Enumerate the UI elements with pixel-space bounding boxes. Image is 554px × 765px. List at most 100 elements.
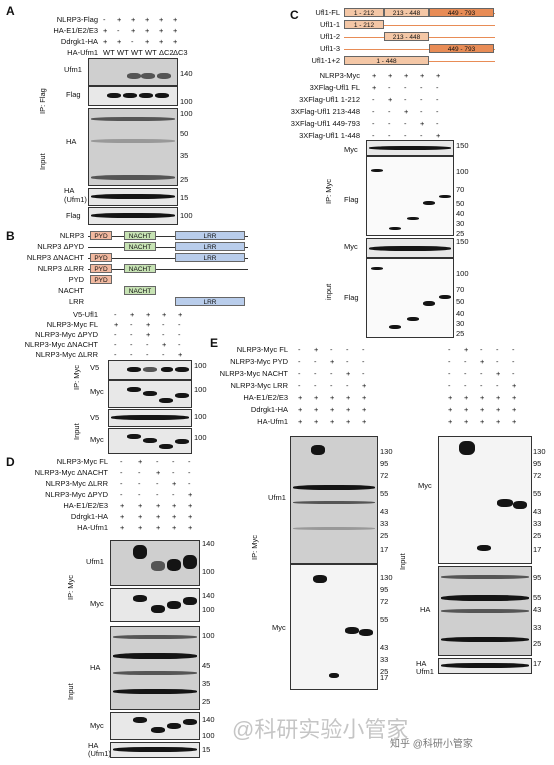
e-sign: -	[496, 345, 499, 354]
c-sign: -	[372, 119, 375, 128]
e-sign: +	[448, 417, 453, 426]
band	[127, 367, 141, 372]
c-sign: +	[420, 71, 425, 80]
d-row-label: HA-E1/E2/E3	[63, 501, 108, 510]
b-blot-v5-ip	[108, 360, 192, 380]
e-sign: +	[330, 405, 335, 414]
b-pyd-box: PYD	[90, 264, 112, 273]
c-sign: -	[420, 107, 423, 116]
a-blot-label-ha: HA	[66, 137, 77, 146]
d-blot-myc-ip	[110, 588, 200, 622]
c-segment: 1 - 212	[344, 20, 384, 29]
band	[157, 73, 171, 79]
d-blot-ha-ufm1	[110, 742, 200, 758]
c-segment: 1 - 448	[344, 56, 429, 65]
b-sign: +	[114, 320, 119, 329]
band	[139, 93, 153, 98]
a-sign: -	[103, 15, 106, 24]
c-sign: +	[436, 71, 441, 80]
b-sign: -	[178, 340, 181, 349]
e-mw-right-label: 55	[533, 593, 542, 602]
panel-e-input-label: Input	[398, 553, 407, 570]
e-sign: +	[314, 345, 319, 354]
e-row-label: NLRP3-Myc PYD	[230, 357, 288, 366]
c-segment: 1 - 212	[344, 8, 384, 17]
d-mw-label: 100	[202, 631, 215, 640]
band	[161, 367, 173, 372]
a-mw-100b: 100	[180, 109, 193, 118]
e-sign: +	[448, 405, 453, 414]
band	[389, 325, 401, 329]
d-mw-label: 140	[202, 715, 215, 724]
c-row-nlrp3-myc: NLRP3-Myc	[319, 71, 360, 80]
band	[151, 727, 165, 733]
e-sign: -	[362, 357, 365, 366]
b-blot-label-v5: V5	[90, 363, 100, 372]
d-row-label: NLRP3-Myc FL	[56, 457, 108, 466]
band	[91, 175, 175, 180]
d-blot-ha	[110, 626, 200, 710]
b-domain-label: NLRP3 ΔLRR	[37, 264, 84, 273]
e-mw-left-label: 130	[380, 447, 393, 456]
d-sign: +	[188, 501, 193, 510]
band	[167, 559, 181, 571]
e-mw-right-label: 17	[533, 659, 542, 668]
c-row-449-793: 3XFlag-Ufl1 449-793	[290, 119, 360, 128]
band	[359, 629, 373, 636]
band	[113, 653, 197, 659]
b-nacht-box: NACHT	[124, 264, 156, 273]
b-sign: +	[146, 330, 151, 339]
panel-c-input-label: input	[324, 283, 333, 300]
b-sign: -	[130, 350, 133, 359]
c-blot-label-myc-input: Myc	[344, 242, 358, 251]
c-mw-label: 100	[456, 269, 469, 278]
c-sign: -	[372, 107, 375, 116]
c-mw-label: 100	[456, 167, 469, 176]
d-blot-label-myc: Myc	[90, 599, 104, 608]
band	[143, 438, 157, 443]
b-sign: -	[114, 330, 117, 339]
b-mw-100b: 100	[194, 385, 207, 394]
e-mw-right-label: 33	[533, 623, 542, 632]
d-sign: +	[120, 501, 125, 510]
c-sign: -	[420, 95, 423, 104]
band	[293, 485, 375, 490]
d-sign: +	[156, 501, 161, 510]
c-row-1-448: 3XFlag-Ufl1 1-448	[299, 131, 360, 140]
e-row-label: NLRP3-Myc NACHT	[219, 369, 288, 378]
band	[293, 501, 375, 504]
e-sign: -	[346, 381, 349, 390]
b-lrr-box: LRR	[175, 231, 245, 240]
e-sign: +	[480, 393, 485, 402]
c-blot-label-myc: Myc	[344, 145, 358, 154]
c-segment: 213 - 448	[384, 8, 429, 17]
e-mw-left-label: 43	[380, 643, 389, 652]
d-mw-label: 100	[202, 605, 215, 614]
b-blot-label-v5-input: V5	[90, 413, 100, 422]
e-mw-right-label: 72	[533, 471, 542, 480]
e-sign: -	[448, 357, 451, 366]
c-mw-label: 50	[456, 199, 465, 208]
band	[371, 169, 383, 172]
panel-c-label: C	[290, 8, 299, 22]
e-sign: +	[512, 381, 517, 390]
row-ha-e1e2e3: HA-E1/E2/E3	[53, 26, 98, 35]
d-sign: -	[172, 490, 175, 499]
a-mw-15: 15	[180, 193, 189, 202]
d-mw-label: 140	[202, 539, 215, 548]
band	[441, 609, 529, 613]
e-blot-label-myc: Myc	[272, 623, 286, 632]
a-sign: ΔC2	[159, 48, 174, 57]
e-mw-left-label: 95	[380, 585, 389, 594]
b-nacht-box: NACHT	[124, 286, 156, 295]
e-sign: +	[496, 369, 501, 378]
band	[127, 73, 141, 79]
b-blot-myc-input	[108, 428, 192, 454]
c-construct-label: Ufl1-3	[319, 44, 340, 53]
d-sign: -	[156, 457, 159, 466]
c-sign: -	[388, 131, 391, 140]
e-sign: -	[480, 381, 483, 390]
b-domain-backbone	[88, 247, 248, 248]
b-row-fl: NLRP3-Myc FL	[46, 320, 98, 329]
band	[155, 93, 169, 98]
